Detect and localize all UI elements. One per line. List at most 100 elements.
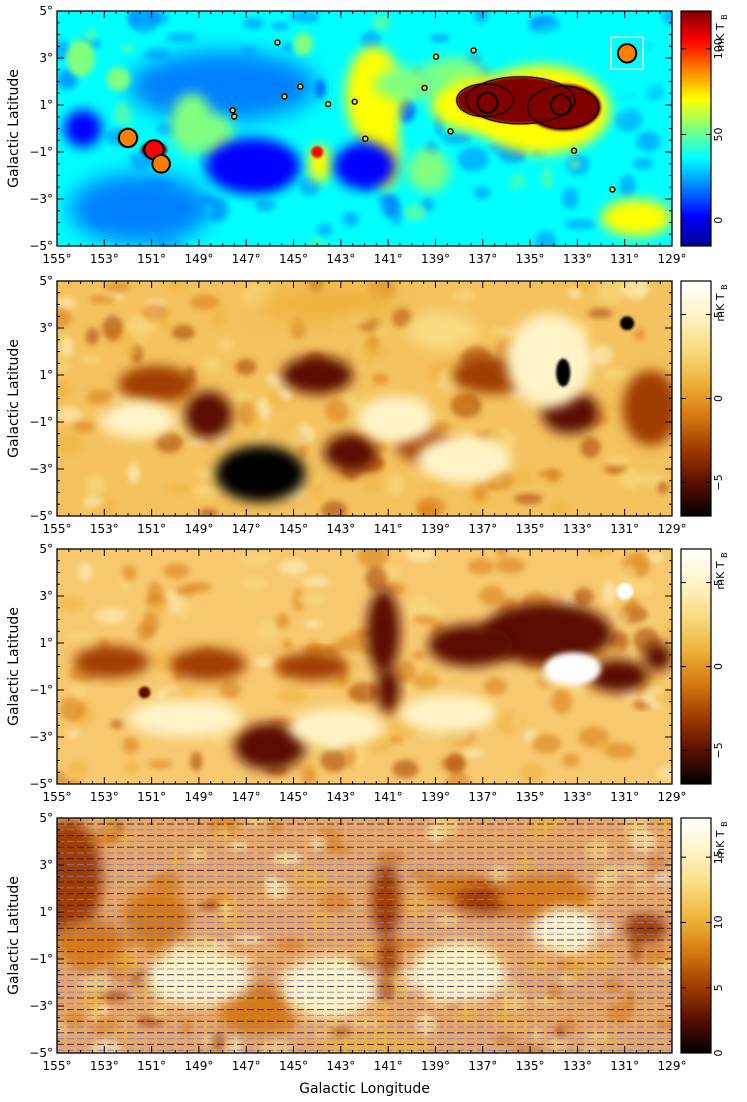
y-tick-label: −5°	[29, 1046, 53, 1060]
x-tick-label: 143°	[326, 1059, 355, 1073]
colorbar-tick-label: −5	[712, 474, 725, 490]
y-tick-label: 3°	[39, 858, 53, 872]
x-tick-label: 137°	[468, 1059, 497, 1073]
contour-line	[527, 85, 600, 130]
y-tick-label: 3°	[39, 589, 53, 603]
x-tick-label: 143°	[326, 790, 355, 804]
y-tick-label: 3°	[39, 321, 53, 335]
y-axis-title: Galactic Latitude	[6, 69, 22, 188]
heatmap-image	[57, 549, 672, 784]
bright-source	[153, 156, 169, 172]
y-tick-label: 1°	[39, 905, 53, 919]
y-tick-label: 1°	[39, 368, 53, 382]
y-tick-label: −5°	[29, 509, 53, 523]
colorbar-tick-label: 10	[712, 915, 725, 929]
x-tick-label: 139°	[421, 1059, 450, 1073]
colorbar-tick-label: 5	[712, 984, 725, 991]
x-axis-title: Galactic Longitude	[299, 1081, 430, 1097]
x-tick-label: 133°	[563, 252, 592, 266]
x-tick-label: 153°	[90, 1059, 119, 1073]
y-tick-label: −3°	[29, 999, 53, 1013]
x-tick-label: 147°	[232, 790, 261, 804]
x-tick-label: 141°	[374, 1059, 403, 1073]
x-tick-label: 141°	[374, 252, 403, 266]
heatmap-image	[57, 818, 672, 1053]
x-tick-label: 143°	[326, 522, 355, 536]
heatmap-image	[57, 281, 672, 516]
colorbar-unit-label: mK T B	[714, 821, 729, 858]
x-tick-label: 145°	[279, 522, 308, 536]
colorbar-tick-label: 0	[712, 663, 725, 670]
y-tick-label: −3°	[29, 192, 53, 206]
y-tick-label: 5°	[39, 542, 53, 556]
x-tick-label: 155°	[43, 790, 72, 804]
bright-source	[145, 141, 163, 159]
axis-ticks	[56, 548, 673, 785]
x-tick-label: 153°	[90, 522, 119, 536]
x-tick-label: 149°	[184, 522, 213, 536]
x-tick-label: 151°	[137, 522, 166, 536]
x-tick-label: 139°	[421, 252, 450, 266]
colorbar-tick-label: 5	[712, 311, 725, 318]
colorbar-tick-label: 5	[712, 579, 725, 586]
x-tick-label: 135°	[516, 522, 545, 536]
x-tick-label: 143°	[326, 252, 355, 266]
x-tick-label: 131°	[610, 1059, 639, 1073]
x-tick-label: 131°	[610, 790, 639, 804]
x-tick-label: 133°	[563, 522, 592, 536]
y-tick-label: −5°	[29, 777, 53, 791]
axis-ticks	[56, 10, 673, 247]
x-tick-label: 151°	[137, 1059, 166, 1073]
x-tick-label: 131°	[610, 522, 639, 536]
contour-line	[465, 76, 576, 125]
y-tick-label: −1°	[29, 952, 53, 966]
x-tick-label: 129°	[658, 790, 687, 804]
x-tick-label: 139°	[421, 522, 450, 536]
colorbar-tick-label: 0	[712, 395, 725, 402]
x-tick-label: 145°	[279, 1059, 308, 1073]
x-tick-label: 153°	[90, 252, 119, 266]
bright-source	[551, 96, 570, 114]
y-tick-label: −1°	[29, 145, 53, 159]
x-tick-label: 149°	[184, 790, 213, 804]
colorbar: −5 0 5mK T B	[680, 548, 729, 785]
x-tick-label: 149°	[184, 252, 213, 266]
colorbar-tick-label: 0	[712, 217, 725, 224]
x-tick-label: 129°	[658, 522, 687, 536]
bright-source	[618, 45, 636, 62]
y-tick-label: 5°	[39, 4, 53, 18]
colorbar-tick-label: 100	[712, 38, 725, 59]
x-tick-label: 129°	[658, 252, 687, 266]
heatmap-panel-2: 155° 153° 151° 149° 147° 145° 143° 141° 139° 137°…	[6, 274, 729, 536]
axis-ticks	[56, 280, 673, 517]
bright-source	[119, 129, 137, 146]
source-box	[610, 36, 644, 71]
y-tick-label: 5°	[39, 811, 53, 825]
heatmap-panel-3: 155° 153° 151° 149° 147° 145° 143° 141° 139° 137°…	[6, 542, 729, 804]
y-tick-label: 3°	[39, 51, 53, 65]
colorbar-tick-label: 0	[712, 1050, 725, 1057]
x-tick-label: 141°	[374, 522, 403, 536]
x-tick-label: 137°	[468, 522, 497, 536]
x-tick-label: 131°	[610, 252, 639, 266]
x-tick-label: 147°	[232, 252, 261, 266]
x-tick-label: 135°	[516, 790, 545, 804]
heatmap-panel-1: 155° 153° 151° 149° 147° 145° 143° 141° 139° 137°…	[6, 4, 729, 266]
x-tick-label: 139°	[421, 790, 450, 804]
y-axis-title: Galactic Latitude	[6, 607, 22, 726]
y-axis-title: Galactic Latitude	[6, 339, 22, 458]
colorbar: −5 0 5mK T B	[680, 280, 729, 517]
x-tick-label: 145°	[279, 252, 308, 266]
y-tick-label: −3°	[29, 462, 53, 476]
heatmap-image	[57, 11, 672, 246]
x-tick-label: 151°	[137, 790, 166, 804]
x-tick-label: 137°	[468, 790, 497, 804]
y-tick-label: 1°	[39, 98, 53, 112]
y-tick-label: 1°	[39, 636, 53, 650]
colorbar-unit-label: mK T B	[714, 284, 729, 321]
x-tick-label: 145°	[279, 790, 308, 804]
axis-ticks	[56, 817, 673, 1054]
